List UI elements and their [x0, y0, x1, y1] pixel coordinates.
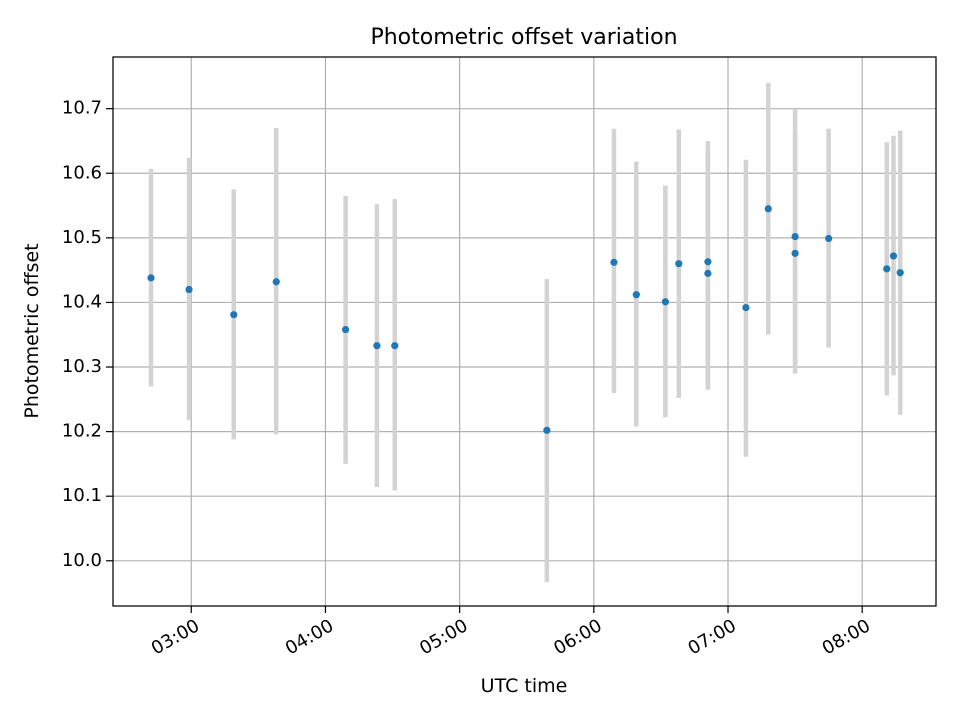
- y-tick-label: 10.4: [62, 291, 102, 312]
- data-point: [704, 269, 712, 277]
- x-axis-label: UTC time: [481, 675, 568, 697]
- data-point: [742, 304, 750, 312]
- data-point: [661, 298, 669, 306]
- data-point: [791, 249, 799, 257]
- y-tick-label: 10.5: [62, 227, 102, 248]
- data-point: [675, 260, 683, 268]
- y-tick-label: 10.0: [62, 550, 102, 571]
- data-point: [272, 278, 280, 286]
- y-tick-label: 10.1: [62, 485, 102, 506]
- data-point: [896, 269, 904, 277]
- y-tick-label: 10.7: [62, 98, 102, 119]
- data-point: [543, 426, 551, 434]
- y-axis-label: Photometric offset: [21, 243, 43, 418]
- data-point: [764, 205, 772, 213]
- data-point: [704, 258, 712, 266]
- grid-lines: [113, 57, 936, 606]
- data-point: [632, 291, 640, 299]
- data-point: [185, 285, 193, 294]
- data-point: [147, 274, 155, 282]
- data-point: [341, 325, 350, 334]
- data-point: [373, 342, 381, 350]
- y-tick-label: 10.3: [62, 356, 102, 377]
- data-point: [825, 234, 833, 243]
- data-point: [391, 342, 399, 350]
- chart-title: Photometric offset variation: [370, 25, 677, 50]
- data-point: [610, 258, 618, 266]
- data-point: [889, 252, 898, 260]
- data-point: [791, 232, 799, 241]
- y-axis: 10.0 10.1 10.2 10.3 10.4 10.5 10.6 10.7: [62, 98, 113, 571]
- plot-frame: [112, 56, 937, 607]
- data-point: [230, 311, 238, 319]
- y-tick-label: 10.2: [62, 421, 102, 442]
- data-points: [147, 205, 904, 434]
- y-tick-label: 10.6: [62, 162, 102, 183]
- data-point: [883, 265, 891, 273]
